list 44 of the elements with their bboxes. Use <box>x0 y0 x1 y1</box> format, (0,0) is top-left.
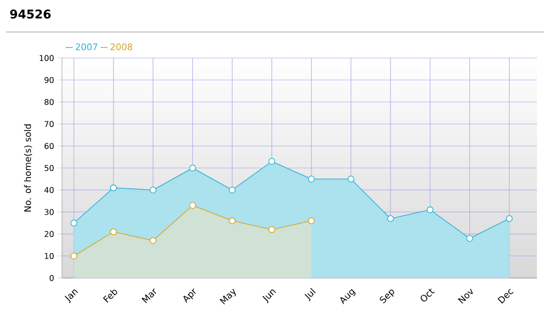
point <box>506 215 513 222</box>
y-tick-label: 50 <box>44 164 54 172</box>
point <box>110 228 117 236</box>
legend-label: 2008 <box>110 43 132 50</box>
point <box>189 164 196 172</box>
chart-title: 94526 <box>10 10 51 19</box>
point <box>189 202 196 209</box>
point <box>268 226 276 233</box>
point <box>150 186 156 194</box>
point <box>426 206 434 214</box>
y-tick-label: 100 <box>40 54 54 62</box>
x-tick-label: Sep <box>380 290 394 304</box>
point <box>150 237 156 244</box>
x-tick-label: Apr <box>183 288 196 303</box>
point <box>387 215 394 222</box>
point <box>308 176 315 182</box>
y-tick-label: 90 <box>44 76 54 84</box>
y-tick-label: 70 <box>44 120 54 128</box>
point <box>228 217 236 224</box>
y-tick-label: 10 <box>44 252 54 260</box>
y-tick-label: 40 <box>44 186 54 194</box>
x-tick-label: Jul <box>304 288 316 302</box>
y-axis-title: No. of home(s) sold <box>24 124 32 212</box>
x-tick-label: Mar <box>142 288 156 304</box>
legend-label: 2007 <box>76 43 98 50</box>
point <box>466 234 474 242</box>
point <box>228 186 236 194</box>
point <box>70 252 78 260</box>
point <box>70 220 78 226</box>
point <box>308 217 315 224</box>
y-tick-label: 20 <box>44 230 54 238</box>
x-tick-label: Jan <box>64 290 78 304</box>
x-tick-label: Jun <box>262 290 276 304</box>
point <box>268 158 276 165</box>
x-tick-label: Feb <box>103 290 118 303</box>
y-tick-label: 30 <box>44 208 54 216</box>
y-tick-label: 60 <box>44 142 54 150</box>
x-tick-label: Dec <box>498 288 514 304</box>
point <box>348 176 354 182</box>
x-tick-label: Oct <box>420 288 435 302</box>
point <box>110 184 117 192</box>
x-tick-label: Nov <box>458 288 473 304</box>
y-tick-label: 80 <box>44 98 54 106</box>
y-tick-label: 0 <box>50 274 54 282</box>
